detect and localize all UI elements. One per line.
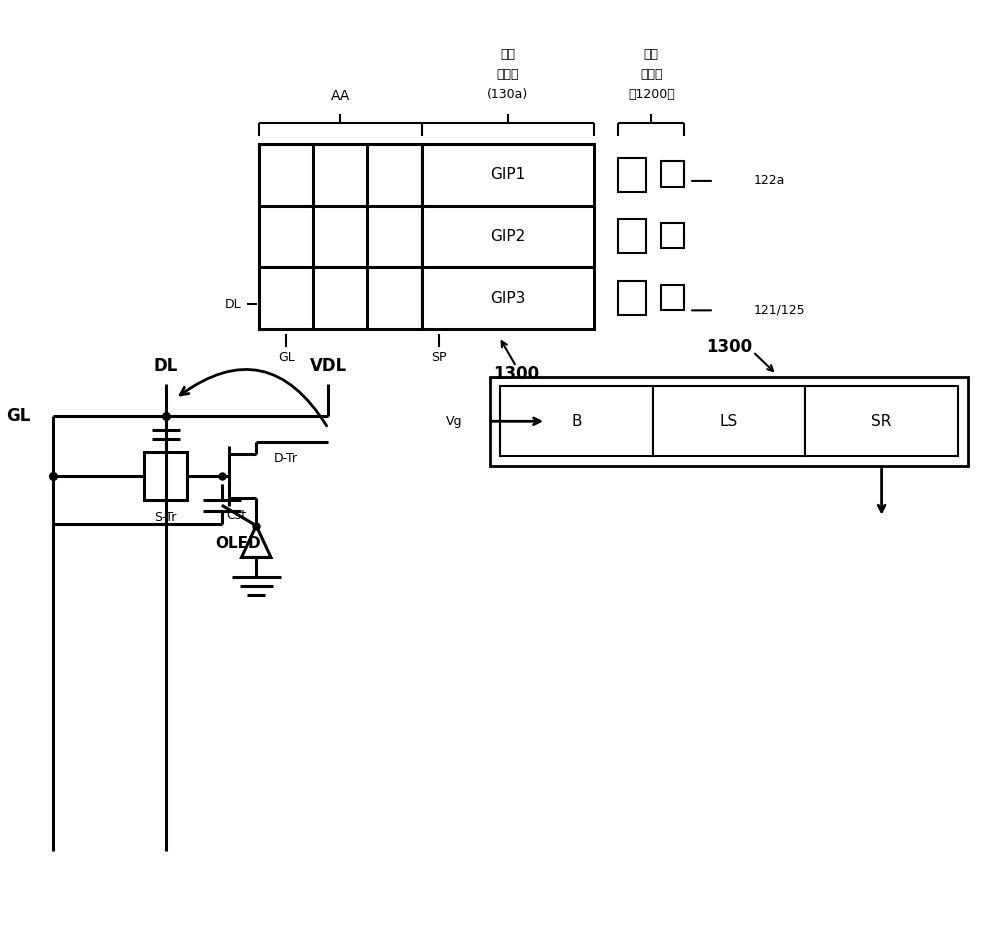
Bar	[422, 144, 594, 329]
Text: GIP2: GIP2	[490, 229, 525, 244]
Text: GIP3: GIP3	[490, 291, 525, 306]
Text: B: B	[571, 414, 582, 429]
Text: Cst: Cst	[227, 509, 247, 522]
Text: 1300: 1300	[493, 365, 539, 383]
Text: LS: LS	[720, 414, 738, 429]
Text: 施加线: 施加线	[640, 68, 663, 81]
Text: SR: SR	[871, 414, 892, 429]
Bar	[661, 161, 684, 187]
Text: GIP1: GIP1	[490, 167, 525, 182]
Bar	[661, 284, 684, 310]
Bar	[805, 386, 958, 456]
Text: OLED: OLED	[215, 536, 261, 551]
Text: GL: GL	[7, 407, 31, 425]
Bar	[490, 376, 968, 466]
Text: D-Tr: D-Tr	[274, 451, 298, 464]
Text: DL: DL	[225, 297, 241, 310]
Text: 122a: 122a	[753, 174, 785, 188]
Text: VDL: VDL	[309, 356, 347, 374]
Text: GL: GL	[278, 351, 295, 364]
Text: 驱动器: 驱动器	[496, 68, 519, 81]
Text: (130a): (130a)	[487, 88, 528, 100]
Bar	[661, 223, 684, 249]
Text: AA: AA	[331, 89, 350, 103]
Text: （1200）: （1200）	[628, 88, 675, 100]
Text: S-Tr: S-Tr	[155, 511, 177, 524]
Text: Vg: Vg	[446, 415, 463, 428]
Bar	[653, 386, 805, 456]
Bar	[618, 219, 646, 253]
Bar	[259, 144, 422, 329]
Text: 1300: 1300	[706, 338, 752, 356]
Bar	[144, 452, 187, 500]
Text: DL: DL	[154, 356, 178, 374]
Bar	[618, 158, 646, 191]
Text: 棅极: 棅极	[500, 48, 515, 61]
Text: 电压: 电压	[644, 48, 659, 61]
Bar	[618, 281, 646, 315]
Bar	[500, 386, 653, 456]
Text: SP: SP	[432, 351, 447, 364]
Text: 121/125: 121/125	[753, 304, 805, 317]
